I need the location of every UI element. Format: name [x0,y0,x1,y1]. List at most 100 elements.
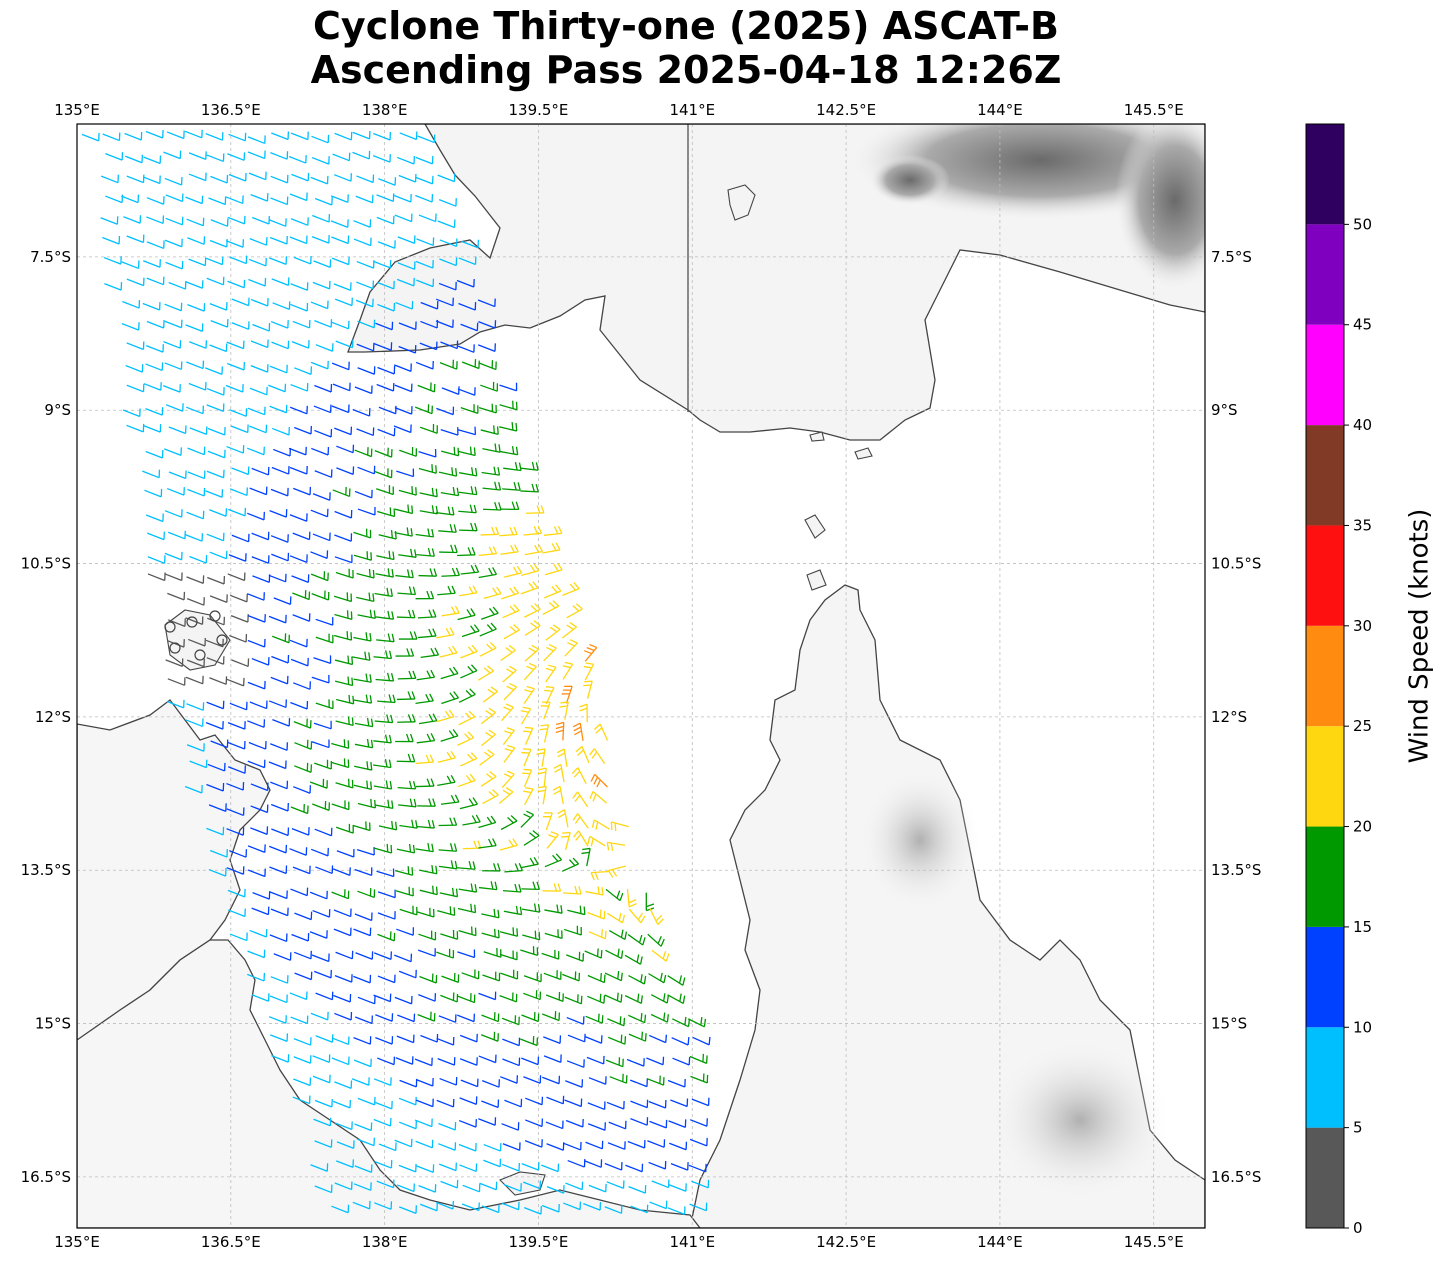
wind-barb-flag [427,528,431,537]
wind-barb-staff [186,598,205,606]
wind-barb-staff [560,764,565,783]
wind-barb-staff [269,236,288,245]
wind-barb-flag [595,821,599,830]
wind-barb-flag [532,881,537,890]
wind-barb-flag [411,714,416,723]
wind-barb-staff [592,790,608,804]
wind-barb-staff [584,1035,602,1044]
wind-barb-flag [552,785,561,791]
wind-barb-staff [420,301,438,310]
wind-barb-staff [543,1055,562,1064]
wind-barb-staff [357,996,375,1005]
wind-barb-staff [268,574,286,583]
wind-barb-staff [398,1206,417,1215]
wind-barb-staff [646,1057,664,1066]
wind-barb-staff [561,626,577,639]
wind-barb-flag [533,563,540,572]
wind-barb-staff [165,261,183,270]
wind-barb-staff [504,869,523,873]
wind-barb-staff [335,571,354,579]
wind-barb-staff [248,278,266,287]
wind-barb-staff [332,489,350,498]
wind-barb-staff [271,427,290,436]
wind-barb-staff [334,298,353,307]
wind-barb-staff [376,555,395,561]
wind-barb-flag [453,843,458,852]
wind-barb-staff [247,720,265,728]
wind-barb-staff [229,634,247,643]
wind-barb-staff [438,849,457,852]
wind-barb-staff [520,1038,538,1047]
wind-barb-staff [227,766,246,774]
wind-barb-staff [163,341,181,349]
wind-barb-flag [456,487,460,496]
wind-barb-flag [682,995,686,1004]
wind-barb-staff [270,197,288,206]
wind-barb-staff [541,1164,559,1173]
wind-barb-flag [537,525,543,534]
wind-barb-staff [373,764,392,769]
wind-barb-staff [166,639,185,648]
wind-barb-flag [465,775,472,783]
wind-barb-staff [231,322,249,330]
wind-barb-staff [187,638,206,647]
colorbar-tick-label: 45 [1353,316,1372,334]
wind-barb-staff [436,1099,454,1108]
wind-barb-staff [544,932,563,940]
wind-barb-flag [391,633,395,642]
wind-barb-staff [499,533,518,537]
wind-barb-flag [454,544,458,553]
wind-barb-staff [357,802,376,809]
wind-barb-staff [206,657,224,665]
wind-barb-flag [514,883,518,892]
wind-barb-staff [313,405,331,414]
wind-barb-staff [542,1076,560,1085]
wind-barb-staff [672,1057,690,1066]
wind-barb-staff [311,954,329,963]
wind-barb-staff [146,320,164,329]
wind-barb-flag [606,842,610,851]
wind-barb-staff [418,467,437,474]
wind-barb-staff [126,175,144,184]
wind-barb-staff [144,489,162,498]
wind-barb-flag [548,834,557,839]
wind-barb-staff [353,928,371,937]
wind-barb-staff [377,241,396,249]
wind-barb-staff [563,1142,581,1151]
wind-barb-staff [481,733,496,747]
wind-barb-staff [185,719,203,728]
wind-barb-staff [457,951,475,959]
wind-barb-flag [492,567,498,575]
wind-barb-staff [186,703,204,711]
wind-barb-flag [663,1012,666,1021]
landmass-torres-island-4 [809,431,825,442]
wind-barb-staff [270,152,288,160]
wind-barb-staff [373,260,391,269]
wind-barb-flag [515,446,519,455]
wind-barb-staff [376,639,395,643]
wind-barb-staff [354,1123,372,1132]
wind-barb-staff [418,1185,436,1193]
wind-barb-staff [648,1034,666,1044]
wind-barb-staff [440,994,458,1003]
wind-barb-flag [350,632,353,641]
wind-barb-staff [608,1121,626,1130]
wind-barb-flag [390,673,395,682]
wind-barb-flag [430,669,436,678]
wind-barb-flag [510,815,518,822]
wind-barb-flag [578,886,582,895]
wind-barb-flag [454,794,460,803]
wind-barb-staff [147,573,165,582]
wind-barb-flag [513,586,520,594]
wind-barb-staff [567,1159,585,1168]
colorbar-tick-label: 20 [1353,818,1372,836]
wind-barb-staff [393,194,412,203]
colorbar-band [1306,926,1344,1028]
wind-barb-staff [438,282,457,291]
lon-tick-label-top: 135°E [54,101,100,119]
wind-barb-staff [439,652,458,658]
wind-barb-staff [289,466,308,475]
wind-barb-staff [437,220,455,229]
wind-barb-flag [509,587,516,595]
wind-barb-staff [247,151,265,160]
